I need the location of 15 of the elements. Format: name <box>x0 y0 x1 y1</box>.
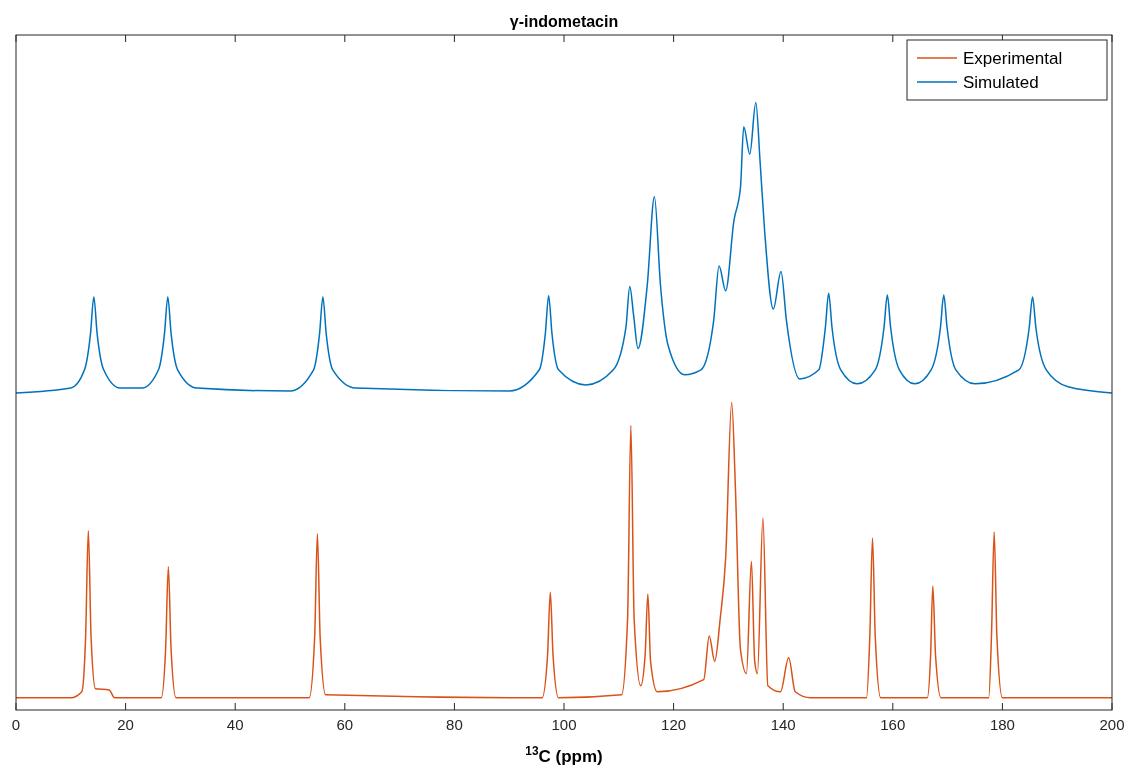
legend-label: Simulated <box>963 73 1039 92</box>
x-tick-label: 160 <box>880 716 906 733</box>
x-tick-label: 100 <box>551 716 577 733</box>
x-tick-label: 40 <box>226 716 244 733</box>
x-tick-label: 120 <box>661 716 687 733</box>
x-tick-label: 20 <box>117 716 134 733</box>
x-tick-label: 60 <box>336 716 354 733</box>
x-axis-title: $^{13}$C (ppm) <box>525 744 603 766</box>
x-tick-label: 200 <box>1099 716 1125 733</box>
x-tick-label: 140 <box>770 716 796 733</box>
x-tick-label: 0 <box>11 716 21 733</box>
chart-title: γ-indometacin <box>509 13 619 30</box>
x-tick-label: 80 <box>446 716 463 733</box>
x-tick-label: 180 <box>989 716 1015 733</box>
legend-label: Experimental <box>963 49 1063 68</box>
